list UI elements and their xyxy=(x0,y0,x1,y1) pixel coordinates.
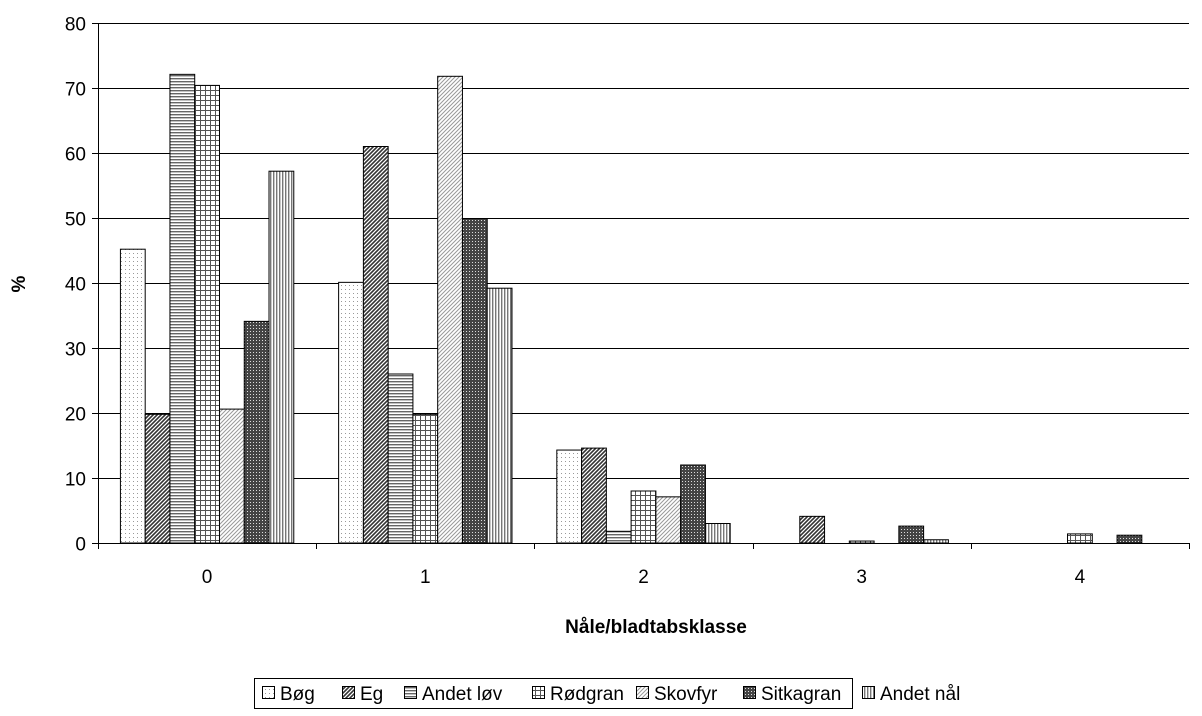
bar-1-0 xyxy=(144,413,171,544)
x-tick-label: 1 xyxy=(420,567,431,588)
x-tick-label: 0 xyxy=(202,567,213,588)
y-tick-label: 40 xyxy=(65,275,86,296)
legend: Bøg Eg Andet løv Rødgran Skovfyr Sitkagran And… xyxy=(254,678,960,709)
bar-5-4 xyxy=(1116,534,1143,544)
y-tick-label: 10 xyxy=(65,470,86,491)
legend-label: Andet løv xyxy=(422,684,503,705)
legend-label: Bøg xyxy=(280,684,315,705)
bar-6-1 xyxy=(486,287,513,544)
bar-1-1 xyxy=(362,146,389,544)
bar-2-0 xyxy=(169,73,196,544)
bar-2-2 xyxy=(605,530,632,544)
legend-label: Sitkagran xyxy=(761,684,841,705)
bar-1-2 xyxy=(581,447,607,544)
legend-swatch xyxy=(743,686,756,699)
legend-swatch xyxy=(532,686,545,699)
y-tick-label: 0 xyxy=(75,535,86,556)
y-axis-title: % xyxy=(9,275,30,292)
y-tick-label: 80 xyxy=(65,15,86,36)
bar-6-3 xyxy=(923,539,949,544)
legend-swatch xyxy=(862,686,875,699)
y-tick-label: 20 xyxy=(65,405,86,426)
bar-3-0 xyxy=(194,84,220,544)
bar-4-0 xyxy=(218,408,245,544)
y-tick-label: 60 xyxy=(65,145,86,166)
x-tick-label: 3 xyxy=(856,567,867,588)
bar-5-1 xyxy=(461,218,488,544)
legend-label: Rødgran xyxy=(550,684,624,705)
bar-4-2 xyxy=(655,496,682,544)
legend-label: Andet nål xyxy=(880,684,960,705)
x-tick-label: 4 xyxy=(1075,567,1086,588)
y-tick-label: 70 xyxy=(65,80,86,101)
bar-0-0 xyxy=(119,248,146,544)
legend-swatch xyxy=(636,686,649,699)
bar-3-1 xyxy=(412,413,439,544)
bar-3-4 xyxy=(1067,533,1093,544)
x-axis-title: Nåle/bladtabsklasse xyxy=(565,617,747,638)
bar-0-2 xyxy=(556,449,583,544)
legend-swatch xyxy=(262,686,275,699)
tick-labels: 0 10 20 30 40 50 60 70 80 0 1 2 3 4 xyxy=(65,15,1086,589)
x-tick-label: 2 xyxy=(638,567,649,588)
bars xyxy=(119,73,1143,544)
bar-5-3 xyxy=(898,525,925,544)
axes xyxy=(92,23,1190,549)
bar-0-1 xyxy=(338,281,364,544)
y-tick-label: 50 xyxy=(65,210,86,231)
bar-6-2 xyxy=(704,523,731,544)
legend-swatch xyxy=(342,686,355,699)
bar-4-1 xyxy=(437,75,463,544)
bar-1-3 xyxy=(799,515,826,544)
bar-2-1 xyxy=(387,373,414,544)
legend-label: Skovfyr xyxy=(654,684,718,705)
bar-5-0 xyxy=(243,320,270,544)
y-tick-label: 30 xyxy=(65,340,86,361)
bar-6-0 xyxy=(268,170,295,544)
bar-3-2 xyxy=(630,490,657,544)
bar-3-3 xyxy=(848,540,875,544)
legend-label: Eg xyxy=(360,684,383,705)
bar-5-2 xyxy=(680,464,706,544)
legend-swatch xyxy=(404,686,417,699)
